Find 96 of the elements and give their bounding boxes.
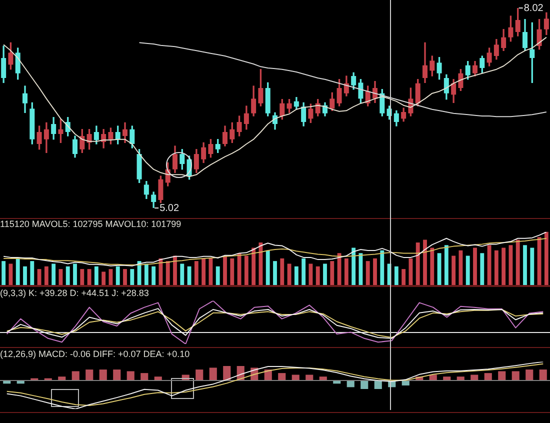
bar [494,250,498,285]
bar [278,373,286,380]
bar [223,256,227,285]
bar [302,258,306,285]
bar [273,261,277,285]
bar [37,269,42,285]
bar [423,240,427,285]
bar [373,258,377,285]
bar [102,272,106,285]
bar [416,242,420,285]
bar [487,245,492,285]
bar [8,264,13,285]
bar [316,266,320,285]
bar [137,261,142,285]
bar [344,258,348,285]
bar [380,250,384,285]
bar [187,266,192,285]
bar [166,261,170,285]
bar [252,248,256,285]
bar [144,264,148,285]
annotation: 5.02 [160,202,180,214]
bar [152,266,156,285]
bar [113,370,121,380]
bar [280,258,284,285]
bar [209,368,217,380]
bar [466,256,470,285]
chart-title: 115120 MAVOL5: 102795 MAVOL10: 101799 [0,218,182,229]
bar [86,370,94,380]
chart-title: (9,3,3) K: +39.28 D: +44.51 J: +28.83 [0,288,149,298]
bar [308,264,313,285]
bar [202,258,206,285]
bar [194,261,198,285]
bar [523,245,527,285]
bar [44,266,48,285]
bar [123,269,127,285]
bar [292,374,300,380]
bar [512,371,520,380]
bar [452,256,456,285]
bar [230,258,234,285]
bar [244,256,248,285]
bar [180,264,184,285]
bar [173,256,177,285]
bar [287,264,292,285]
bar [526,370,534,380]
bar [444,245,448,285]
bar [366,261,370,285]
bar [196,370,204,380]
bar [23,266,27,285]
annotation: 8.02 [524,2,544,14]
bar [539,370,547,380]
bar [319,376,327,380]
bar [66,266,70,285]
bar [530,248,534,285]
bar [502,248,506,285]
bar [16,258,20,285]
bar [352,248,356,285]
bar [154,376,162,380]
bar [80,269,84,285]
bar [473,248,477,285]
bar [58,376,66,380]
bar [484,373,492,380]
bar [337,253,342,285]
bar [99,370,107,380]
bar [537,237,542,285]
bar [544,232,548,285]
bar [72,371,80,380]
bar [2,261,6,285]
bar [73,264,77,285]
bar [126,371,134,380]
bar [394,266,398,285]
bar [130,269,134,285]
bar [470,374,478,380]
bar [437,253,442,285]
bar [223,366,231,380]
bar [237,253,242,285]
bar [266,250,270,285]
bar [294,266,298,285]
bar [516,240,520,285]
bar [498,371,506,380]
bar [140,373,148,380]
bar [116,266,120,285]
bar [323,264,327,285]
bar [443,376,451,380]
bar [402,269,406,285]
bar [330,261,334,285]
bar [306,374,314,380]
bar [480,253,484,285]
bar [52,264,56,285]
bar [216,266,220,285]
bar [30,261,34,285]
bar [456,376,464,380]
bar [87,269,92,285]
bar [94,266,98,285]
chart-title: (12,26,9) MACD: -0.06 DIFF: +0.07 DEA: +0.10 [0,348,190,359]
bar [430,248,434,285]
bar [429,374,437,380]
